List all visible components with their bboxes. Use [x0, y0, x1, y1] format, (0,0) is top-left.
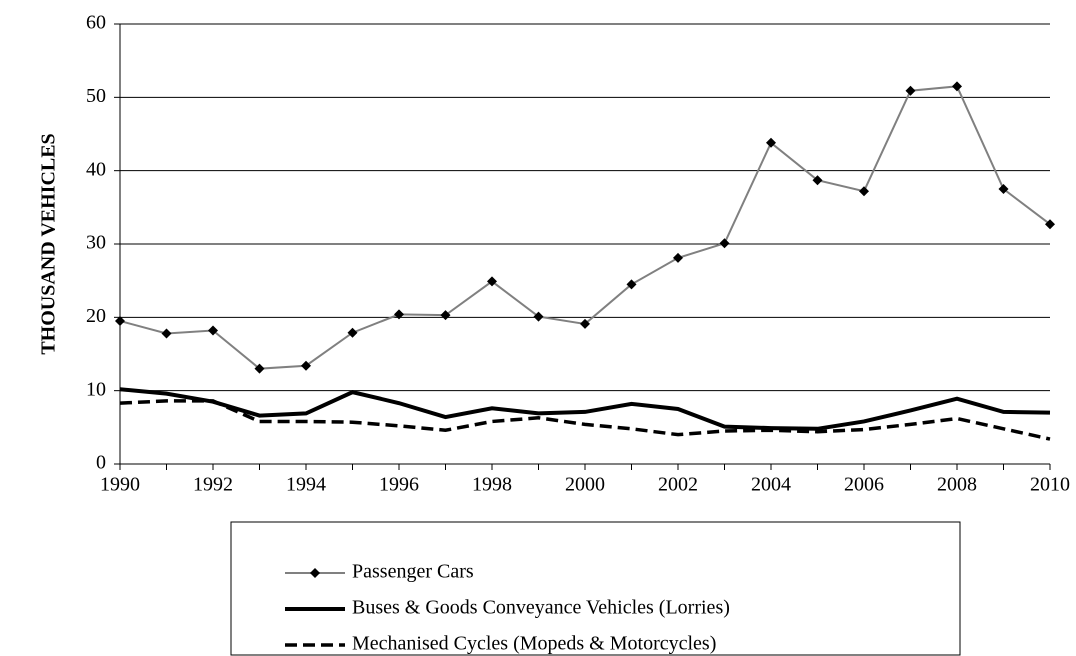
y-tick-label: 20 — [86, 305, 106, 327]
point-marker — [440, 310, 451, 321]
legend-label: Buses & Goods Conveyance Vehicles (Lorri… — [352, 597, 730, 619]
point-marker — [487, 276, 497, 287]
point-marker — [394, 309, 404, 320]
point-marker — [161, 328, 172, 339]
point-marker — [115, 316, 125, 326]
y-tick-label: 30 — [86, 232, 106, 254]
y-tick-label: 10 — [86, 378, 106, 400]
point-marker — [998, 184, 1009, 194]
x-tick-label: 1992 — [193, 474, 233, 496]
point-marker — [1045, 219, 1055, 230]
point-marker — [208, 325, 218, 336]
point-marker — [301, 360, 311, 371]
series-line — [119, 399, 1051, 441]
point-marker — [254, 363, 265, 374]
series-line — [119, 387, 1051, 431]
point-marker — [766, 137, 776, 148]
y-axis-label: THOUSAND VEHICLES — [38, 133, 60, 354]
x-tick-label: 2000 — [565, 474, 605, 496]
legend-label: Mechanised Cycles (Mopeds & Motorcycles) — [352, 633, 716, 655]
y-tick-label: 40 — [86, 158, 106, 180]
legend-marker — [310, 568, 320, 578]
point-marker — [812, 175, 823, 186]
point-marker — [952, 81, 962, 92]
x-tick-label: 2002 — [658, 474, 698, 496]
point-marker — [626, 279, 637, 290]
x-tick-label: 2004 — [751, 474, 791, 496]
legend-label: Passenger Cars — [352, 561, 474, 583]
y-tick-label: 60 — [86, 12, 106, 34]
point-marker — [905, 85, 916, 96]
point-marker — [533, 311, 544, 322]
point-marker — [719, 238, 730, 249]
x-tick-label: 1994 — [286, 474, 326, 496]
y-tick-label: 0 — [96, 452, 106, 474]
x-tick-label: 2010 — [1030, 474, 1070, 496]
point-marker — [580, 318, 590, 329]
point-marker — [347, 327, 358, 338]
x-tick-label: 1996 — [379, 474, 419, 496]
x-tick-label: 1990 — [100, 474, 140, 496]
legend-box — [230, 521, 961, 656]
point-marker — [673, 252, 683, 263]
x-tick-label: 2006 — [844, 474, 884, 496]
x-tick-label: 1998 — [472, 474, 512, 496]
point-marker — [859, 186, 869, 197]
y-tick-label: 50 — [86, 85, 106, 107]
x-tick-label: 2008 — [937, 474, 977, 496]
